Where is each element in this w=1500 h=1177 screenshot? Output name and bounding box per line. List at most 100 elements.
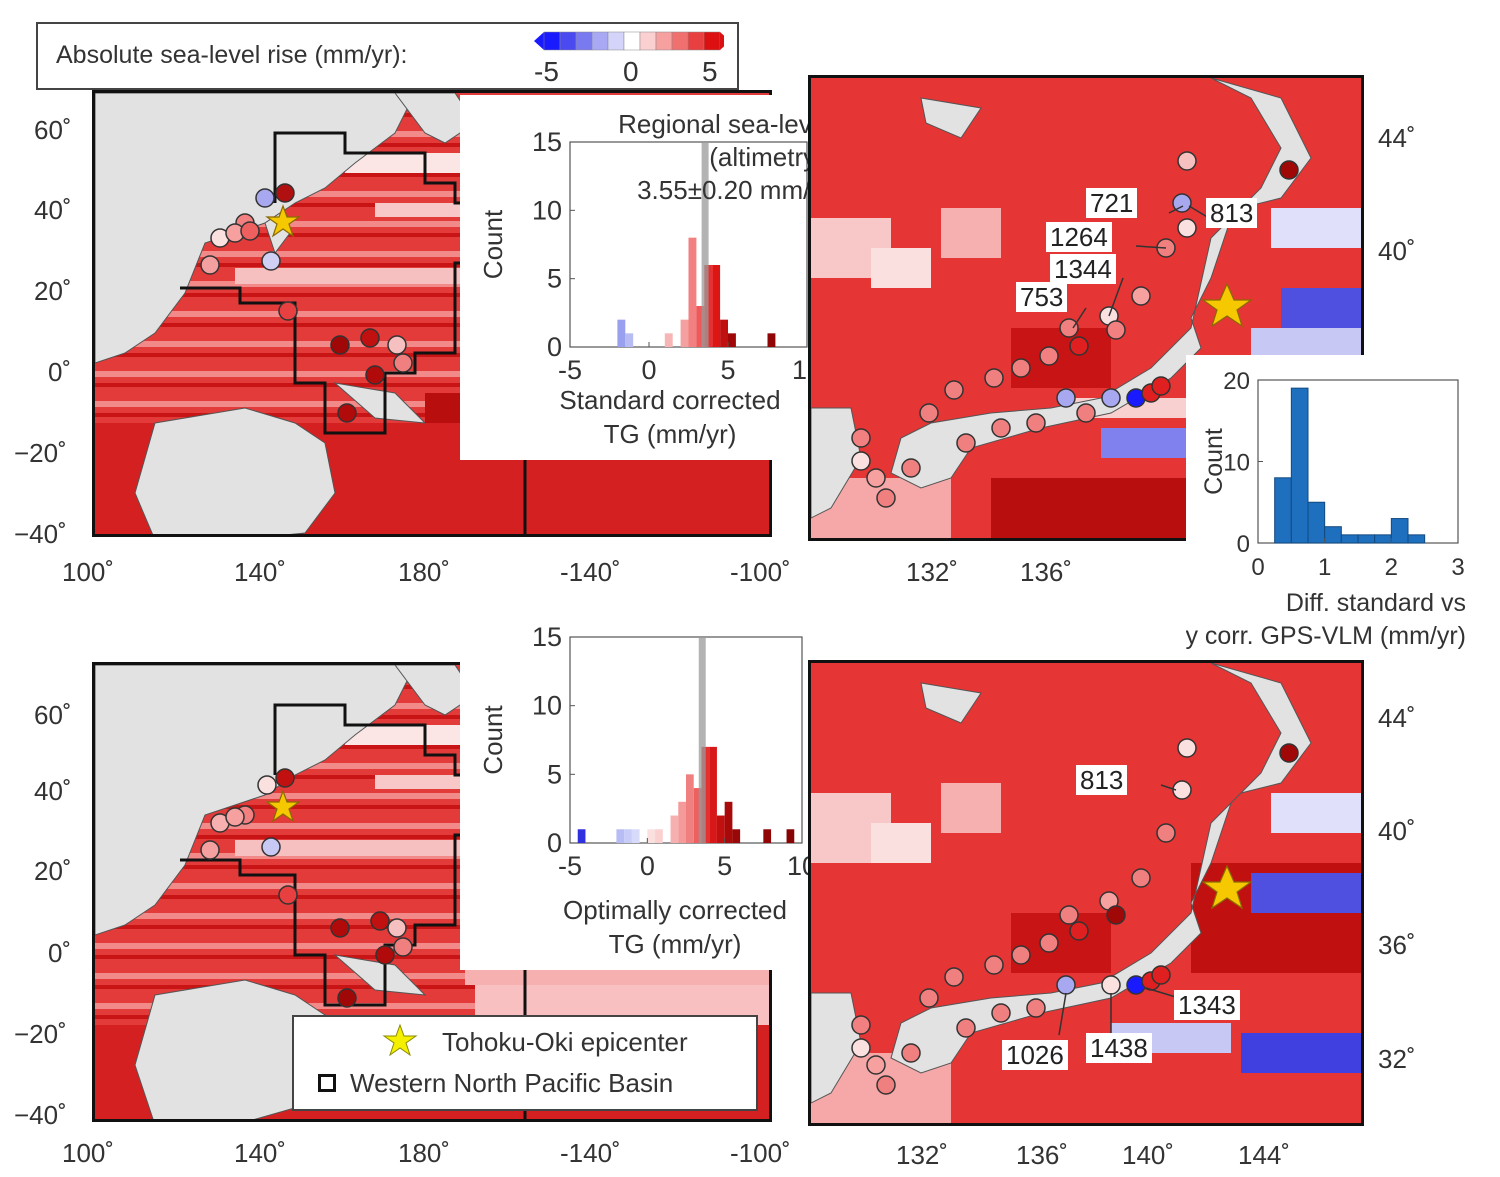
bl-lon-100: 100˚ [62,1138,115,1168]
tr-lon-136: 136˚ [1020,557,1073,587]
x-tick-label: 1 [1318,554,1331,581]
colorbar-swatch [703,31,721,51]
x-tick-label: 2 [1385,554,1398,581]
station-label-1264: 1264 [1046,222,1112,252]
histogram-bar [709,746,717,843]
bl-lat-40: 40˚ [34,776,72,806]
colorbar-swatch [575,31,593,51]
tl-lon-140: 140˚ [234,557,287,587]
epicenter-star-icon [265,204,301,238]
tl-lon-m140: -140˚ [560,557,621,587]
epicenter-star-icon [265,789,301,823]
bl-lon-180: 180˚ [398,1138,451,1168]
tl-lat-20: 20˚ [34,276,72,306]
histogram-bar [712,265,721,347]
colorbar-swatch [591,31,609,51]
colorbar-low-arrow [534,32,544,50]
histogram-bar [693,788,702,843]
x-tick-label: 0 [641,355,656,385]
histogram-standard-panel: -5 0 5 10 0 5 10 15 Count Standard corrected TG (m… [460,95,840,460]
station-label-1343: 1343 [1174,990,1240,1020]
x-tick-label: 0 [640,851,655,881]
histogram-bar [732,829,741,843]
histogram-diff: 0 1 2 3 0 10 20 Count Diff. standard vs optimally… [1186,368,1466,650]
legend-epicenter-label: Tohoku-Oki epicenter [442,1027,688,1057]
tl-lat-0: 0˚ [48,357,72,387]
y-tick-label: 0 [547,332,562,362]
histogram-bar [1274,477,1292,544]
tr-lat-40: 40˚ [1378,236,1416,266]
histogram-bar [631,829,640,843]
histogram-bar [647,829,656,843]
br-lon-136: 136˚ [1016,1140,1069,1170]
bl-lon-140: 140˚ [234,1138,287,1168]
x-tick-label: 5 [717,851,732,881]
y-tick-label: 5 [547,759,562,789]
chart-title: 3.55±0.20 mm/yr [637,175,832,205]
histogram-bar [655,829,663,843]
br-lon-132: 132˚ [896,1140,949,1170]
colorbar-tick-min: -5 [534,56,559,87]
histogram-bar [1324,526,1342,544]
histogram-bar [1307,501,1326,544]
tl-lon-m100: -100˚ [730,557,791,587]
tl-lat-m40: −40˚ [14,519,67,549]
bl-lat-m40: −40˚ [14,1100,67,1130]
br-lon-140: 140˚ [1122,1140,1175,1170]
x-axis-label: Standard corrected [559,385,780,415]
colorbar-swatch [655,31,673,51]
br-lat-32: 32˚ [1378,1044,1416,1074]
y-tick-label: 20 [1223,368,1250,395]
colorbar [534,31,724,51]
histogram-bar [616,829,625,843]
tl-lat-60: 60˚ [34,115,72,145]
station-label-721: 721 [1086,188,1138,218]
bl-lon-m140: -140˚ [560,1138,621,1168]
tr-lat-44: 44˚ [1378,123,1416,153]
histogram-bar [664,333,673,347]
x-tick-label: 0 [1251,554,1264,581]
y-tick-label: 10 [1223,450,1250,477]
y-tick-label: 15 [532,127,562,157]
square-outline-icon [318,1074,336,1092]
bl-lat-20: 20˚ [34,856,72,886]
colorbar-swatch [687,31,705,51]
colorbar-swatch [639,31,657,51]
histogram-bar [1374,534,1392,544]
tl-lon-100: 100˚ [62,557,115,587]
histogram-diff-panel: 0 1 2 3 0 10 20 Count Diff. standard vs optimally… [1186,355,1500,655]
histogram-bar [1407,534,1426,544]
colorbar-swatch [671,31,689,51]
y-tick-label: 15 [532,622,562,652]
colorbar-swatch [559,31,577,51]
y-tick-label: 10 [532,691,562,721]
histogram-bar [577,829,586,843]
station-label-813: 813 [1206,198,1258,228]
colorbar-tick-mid: 0 [623,56,639,87]
histogram-bar [1357,534,1376,544]
br-lat-44: 44˚ [1378,703,1416,733]
histogram-bar [728,333,736,347]
x-tick-label: -5 [558,851,582,881]
bl-lon-m100: -100˚ [730,1138,791,1168]
station-label-813-bottom: 813 [1076,765,1128,795]
y-axis-label: Count [478,209,508,279]
histogram-bar [724,801,733,843]
histogram-bar [686,774,694,843]
tl-lon-180: 180˚ [398,557,451,587]
station-label-1438: 1438 [1086,1033,1152,1063]
station-label-753: 753 [1016,282,1068,312]
tr-lon-132: 132˚ [906,557,959,587]
histogram-bar [720,319,728,347]
bottom-right-map [808,660,1364,1126]
colorbar-swatch [543,31,561,51]
bl-lat-m20: −20˚ [14,1019,67,1049]
bl-lat-0: 0˚ [48,938,72,968]
histogram-bar [1290,387,1309,544]
histogram-bar [767,333,776,347]
histogram-bar [1340,534,1359,544]
histogram-bar [624,829,632,843]
colorbar-box: Absolute sea-level rise (mm/yr): -5 0 5 [36,22,739,90]
